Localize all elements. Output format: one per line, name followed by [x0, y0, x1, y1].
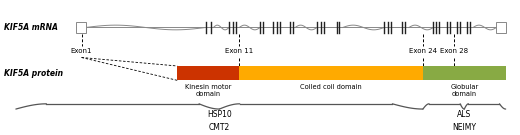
Text: NEIMY: NEIMY: [452, 123, 476, 132]
Text: Exon1: Exon1: [71, 48, 93, 54]
Text: Coiled coil domain: Coiled coil domain: [300, 84, 362, 90]
FancyBboxPatch shape: [423, 66, 505, 80]
Text: Kinesin motor
domain: Kinesin motor domain: [185, 84, 231, 97]
Text: Exon 11: Exon 11: [225, 48, 253, 54]
Text: HSP10: HSP10: [207, 110, 232, 119]
FancyBboxPatch shape: [497, 22, 505, 33]
Text: KIF5A protein: KIF5A protein: [4, 69, 63, 78]
Text: KIF5A mRNA: KIF5A mRNA: [4, 23, 58, 32]
Text: Globular
domain: Globular domain: [450, 84, 478, 97]
FancyBboxPatch shape: [239, 66, 423, 80]
FancyBboxPatch shape: [76, 22, 86, 33]
Text: Exon 28: Exon 28: [440, 48, 468, 54]
Text: Exon 24: Exon 24: [409, 48, 437, 54]
FancyBboxPatch shape: [177, 66, 239, 80]
Text: CMT2: CMT2: [209, 123, 230, 132]
Text: ALS: ALS: [457, 110, 472, 119]
